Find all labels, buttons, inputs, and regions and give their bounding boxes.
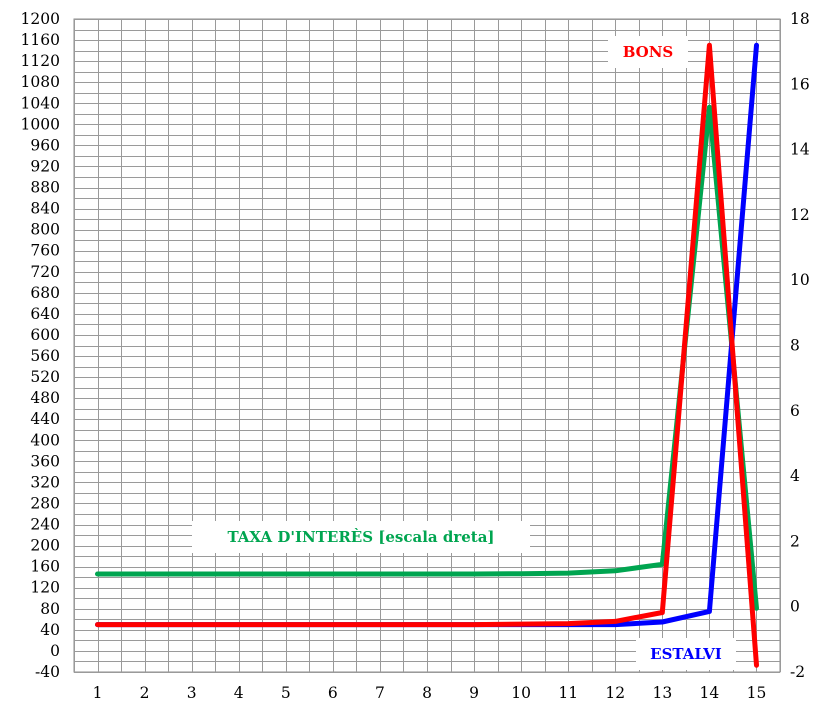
right-y-tick-label: 2 [790, 532, 800, 550]
left-y-tick-label: 720 [30, 263, 60, 281]
left-y-tick-label: 480 [30, 389, 60, 407]
label-taxa-interes: TAXA D'INTERÈS [escala dreta] [227, 528, 494, 546]
left-y-tick-label: 600 [30, 326, 60, 344]
right-y-tick-label: 4 [790, 467, 800, 485]
x-tick-label: 1 [93, 684, 103, 702]
left-y-tick-label: 320 [30, 473, 60, 491]
x-tick-label: 4 [234, 684, 244, 702]
label-taxa-interes-background [192, 521, 530, 553]
x-tick-label: 9 [469, 684, 479, 702]
left-y-tick-label: 1160 [21, 31, 60, 49]
left-y-tick-label: -40 [35, 663, 60, 681]
left-y-tick-label: 760 [30, 242, 60, 260]
x-tick-label: 5 [281, 684, 291, 702]
x-tick-label: 7 [375, 684, 385, 702]
left-y-tick-label: 440 [30, 410, 60, 428]
left-y-tick-label: 1120 [21, 52, 60, 70]
label-bons: BONS [623, 43, 674, 61]
x-tick-label: 3 [187, 684, 197, 702]
series-lines [95, 42, 759, 668]
left-y-tick-label: 1200 [21, 10, 60, 28]
label-bons-background [608, 36, 688, 68]
right-y-tick-label: 16 [790, 75, 810, 93]
left-y-tick-label: 0 [50, 642, 60, 660]
x-tick-label: 11 [558, 684, 578, 702]
right-y-axis-ticks: -2 0 2 4 6 8 10 12 14 16 18 [790, 10, 810, 681]
chart-grid [73, 18, 781, 673]
right-y-tick-label: 8 [790, 337, 800, 355]
x-tick-label: 14 [700, 684, 720, 702]
x-tick-label: 6 [328, 684, 338, 702]
right-y-tick-label: -2 [790, 663, 805, 681]
series-line-taxa-d-inter-s-escala-dreta [95, 104, 759, 611]
right-y-tick-label: 18 [790, 10, 810, 28]
left-y-tick-label: 1040 [21, 94, 60, 112]
left-y-tick-label: 840 [30, 200, 60, 218]
left-y-tick-label: 680 [30, 284, 60, 302]
right-y-tick-label: 12 [790, 206, 810, 224]
x-tick-label: 10 [511, 684, 531, 702]
x-axis-ticks: 1 2 3 4 5 6 7 8 9 10 11 12 13 14 15 [93, 684, 767, 702]
left-y-tick-label: 40 [40, 621, 60, 639]
left-y-tick-label: 520 [30, 368, 60, 386]
x-tick-label: 12 [605, 684, 625, 702]
series-line-bons [95, 42, 759, 668]
right-y-tick-label: 14 [790, 141, 810, 159]
right-y-tick-label: 0 [790, 598, 800, 616]
left-y-tick-label: 80 [40, 600, 60, 618]
x-tick-label: 13 [652, 684, 672, 702]
left-y-axis-ticks: -40 0 40 80 120 160 200 240 280 320 360 400 440 480 52… [21, 10, 60, 681]
left-y-tick-label: 120 [30, 579, 60, 597]
left-y-tick-label: 360 [30, 452, 60, 470]
left-y-tick-label: 160 [30, 558, 60, 576]
series-annotations: BONS TAXA D'INTERÈS [escala dreta] ESTALVI [192, 36, 736, 670]
left-y-tick-label: 640 [30, 305, 60, 323]
left-y-tick-label: 1080 [21, 73, 60, 91]
left-y-tick-label: 960 [30, 136, 60, 154]
left-y-tick-label: 240 [30, 516, 60, 534]
x-tick-label: 8 [422, 684, 432, 702]
left-y-tick-label: 920 [30, 157, 60, 175]
left-y-tick-label: 280 [30, 494, 60, 512]
right-y-tick-label: 10 [790, 271, 810, 289]
left-y-tick-label: 880 [30, 179, 60, 197]
label-estalvi-background [636, 638, 736, 670]
left-y-tick-label: 1000 [21, 115, 60, 133]
left-y-tick-label: 400 [30, 431, 60, 449]
left-y-tick-label: 560 [30, 347, 60, 365]
x-tick-label: 15 [747, 684, 767, 702]
x-tick-label: 2 [140, 684, 150, 702]
left-y-tick-label: 800 [30, 221, 60, 239]
label-estalvi: ESTALVI [650, 645, 722, 663]
right-y-tick-label: 6 [790, 402, 800, 420]
left-y-tick-label: 200 [30, 537, 60, 555]
